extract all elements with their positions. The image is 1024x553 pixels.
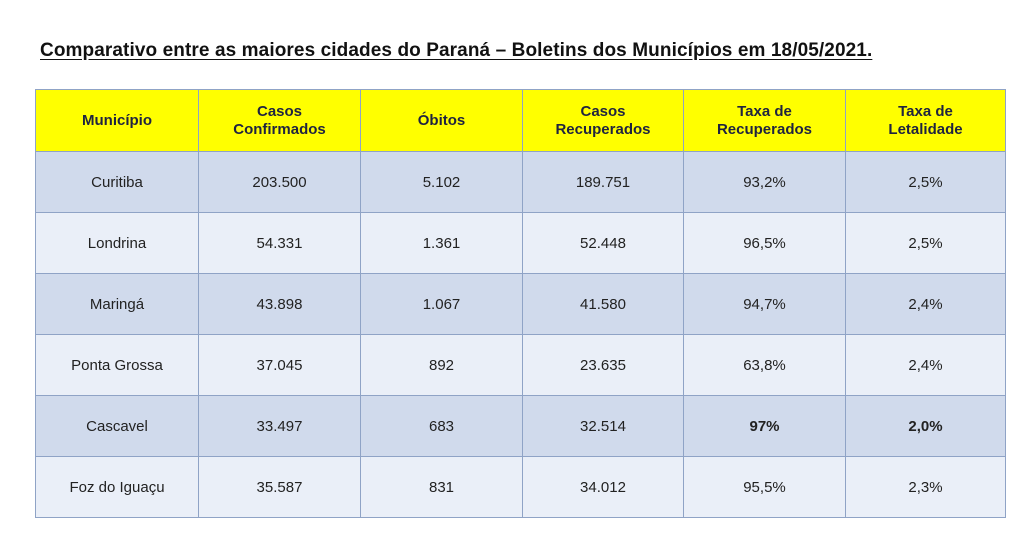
cell-casos-recuperados: 23.635 [522, 334, 684, 396]
cell-taxa-recuperados: 93,2% [683, 151, 846, 213]
header-taxa-recuperados-line2: Recuperados [716, 120, 813, 138]
header-taxa-letalidade: Taxa de Letalidade [845, 89, 1006, 152]
header-casos-recuperados-line2: Recuperados [555, 120, 651, 138]
header-municipio-text: Município [82, 111, 152, 129]
table-row: Cascavel 33.497 683 32.514 97% 2,0% [35, 395, 1006, 457]
header-taxa-letalidade-line1: Taxa de [898, 102, 953, 120]
cell-casos-recuperados: 32.514 [522, 395, 684, 457]
header-casos-confirmados: Casos Confirmados [198, 89, 361, 152]
cell-obitos: 5.102 [360, 151, 523, 213]
table-row: Londrina 54.331 1.361 52.448 96,5% 2,5% [35, 212, 1006, 274]
cell-municipio: Londrina [35, 212, 199, 274]
cell-casos-recuperados: 52.448 [522, 212, 684, 274]
header-taxa-letalidade-line2: Letalidade [888, 120, 963, 138]
cell-taxa-letalidade: 2,5% [845, 151, 1006, 213]
cell-taxa-letalidade: 2,5% [845, 212, 1006, 274]
cell-obitos: 892 [360, 334, 523, 396]
table-row: Maringá 43.898 1.067 41.580 94,7% 2,4% [35, 273, 1006, 335]
cell-obitos: 831 [360, 456, 523, 518]
cell-casos-recuperados: 34.012 [522, 456, 684, 518]
cell-municipio: Maringá [35, 273, 199, 335]
header-obitos: Óbitos [360, 89, 523, 152]
cell-taxa-letalidade: 2,4% [845, 334, 1006, 396]
cell-casos-confirmados: 37.045 [198, 334, 361, 396]
cell-taxa-letalidade: 2,0% [845, 395, 1006, 457]
cell-casos-confirmados: 203.500 [198, 151, 361, 213]
cell-taxa-recuperados: 97% [683, 395, 846, 457]
cell-obitos: 683 [360, 395, 523, 457]
table-row: Curitiba 203.500 5.102 189.751 93,2% 2,5… [35, 151, 1006, 213]
header-taxa-recuperados-line1: Taxa de [737, 102, 792, 120]
document-title: Comparativo entre as maiores cidades do … [40, 40, 873, 61]
cell-casos-recuperados: 189.751 [522, 151, 684, 213]
table-row: Ponta Grossa 37.045 892 23.635 63,8% 2,4… [35, 334, 1006, 396]
header-casos-confirmados-line1: Casos [256, 102, 303, 120]
header-municipio: Município [35, 89, 199, 152]
cell-casos-confirmados: 54.331 [198, 212, 361, 274]
header-casos-recuperados-line1: Casos [580, 102, 626, 120]
cell-municipio: Curitiba [35, 151, 199, 213]
cell-taxa-recuperados: 95,5% [683, 456, 846, 518]
header-taxa-recuperados: Taxa de Recuperados [683, 89, 846, 152]
table-row: Foz do Iguaçu 35.587 831 34.012 95,5% 2,… [35, 456, 1006, 518]
cell-taxa-recuperados: 96,5% [683, 212, 846, 274]
cell-casos-recuperados: 41.580 [522, 273, 684, 335]
cell-casos-confirmados: 43.898 [198, 273, 361, 335]
cell-taxa-letalidade: 2,3% [845, 456, 1006, 518]
cell-obitos: 1.361 [360, 212, 523, 274]
comparison-table: Município Casos Confirmados Óbitos Casos R… [35, 89, 1006, 518]
cell-taxa-recuperados: 63,8% [683, 334, 846, 396]
header-obitos-text: Óbitos [417, 111, 466, 129]
cell-municipio: Ponta Grossa [35, 334, 199, 396]
cell-taxa-recuperados: 94,7% [683, 273, 846, 335]
cell-municipio: Foz do Iguaçu [35, 456, 199, 518]
cell-casos-confirmados: 35.587 [198, 456, 361, 518]
header-casos-confirmados-line2: Confirmados [233, 120, 326, 138]
header-casos-recuperados: Casos Recuperados [522, 89, 684, 152]
cell-casos-confirmados: 33.497 [198, 395, 361, 457]
cell-obitos: 1.067 [360, 273, 523, 335]
cell-municipio: Cascavel [35, 395, 199, 457]
cell-taxa-letalidade: 2,4% [845, 273, 1006, 335]
table-header-row: Município Casos Confirmados Óbitos Casos R… [35, 89, 1006, 152]
